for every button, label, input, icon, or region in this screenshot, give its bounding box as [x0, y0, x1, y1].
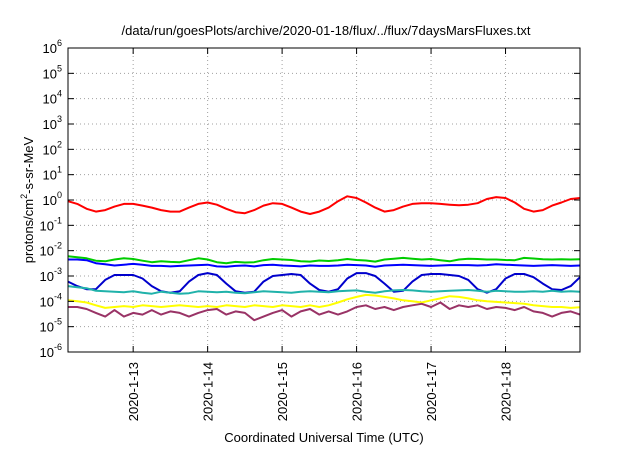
grid-lines — [68, 48, 580, 352]
x-axis-label: Coordinated Universal Time (UTC) — [224, 430, 423, 445]
y-axis-label: protons/cm2-s-sr-MeV — [19, 136, 36, 263]
y-tick-label: 102 — [43, 139, 62, 157]
y-tick-label: 10-6 — [40, 342, 62, 360]
x-tick-label: 2020-1-16 — [350, 362, 365, 421]
series-line-4 — [67, 272, 581, 294]
x-tick-label: 2020-1-14 — [201, 362, 216, 421]
chart-title: /data/run/goesPlots/archive/2020-01-18/f… — [122, 23, 531, 38]
y-tick-label: 10-3 — [40, 266, 62, 284]
series-line-5 — [67, 285, 581, 295]
y-tick-label: 10-4 — [40, 291, 62, 309]
series-line-2 — [67, 255, 581, 265]
y-tick-label: 101 — [43, 165, 62, 183]
y-tick-label: 106 — [43, 38, 62, 56]
x-tick-label: 2020-1-17 — [424, 362, 439, 421]
series-line-3 — [68, 258, 581, 268]
y-tick-label: 100 — [43, 190, 62, 208]
y-tick-label: 105 — [43, 63, 62, 81]
x-tick-label: 2020-1-18 — [499, 362, 514, 421]
y-tick-label: 103 — [43, 114, 62, 132]
plot-frame — [67, 47, 581, 353]
y-tick-label: 10-1 — [40, 215, 62, 233]
y-tick-label: 10-2 — [40, 241, 62, 259]
x-tick-label: 2020-1-15 — [275, 362, 290, 421]
y-tick-label: 10-5 — [40, 317, 62, 335]
y-tick-label: 104 — [43, 89, 62, 107]
axes: 10-6 10-5 10-4 10-3 10-2 10-1 100 101 102 103 104 1… — [40, 38, 581, 421]
x-tick-label: 2020-1-13 — [126, 362, 141, 421]
series-lines — [67, 195, 581, 322]
series-line-7 — [68, 301, 581, 322]
series-line-1 — [67, 195, 581, 215]
series-line-6 — [67, 293, 581, 309]
